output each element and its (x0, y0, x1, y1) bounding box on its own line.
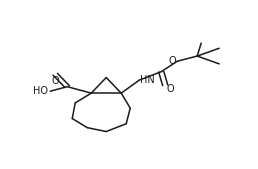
Text: O: O (166, 84, 174, 94)
Text: HO: HO (33, 86, 48, 96)
Text: O: O (51, 76, 59, 86)
Text: O: O (168, 56, 176, 66)
Text: HN: HN (140, 75, 155, 85)
